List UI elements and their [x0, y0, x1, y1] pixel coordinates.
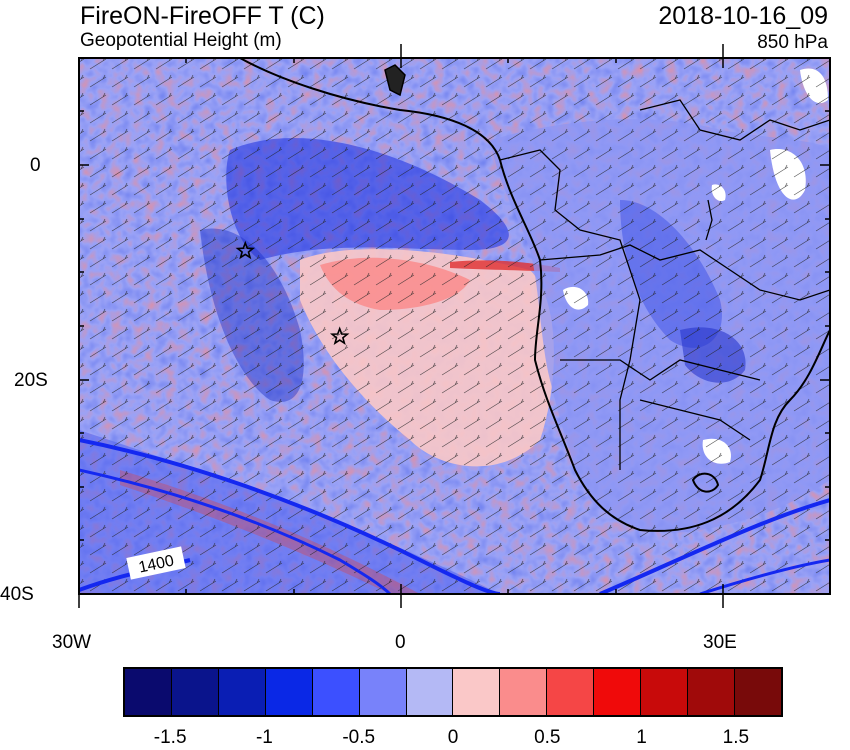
- colorbar-label: 0: [447, 727, 459, 748]
- colorbar: [123, 667, 783, 717]
- map-subtitle: Geopotential Height (m): [80, 30, 282, 51]
- colorbar-label: -1: [255, 727, 273, 748]
- pressure-level: 850 hPa: [757, 32, 828, 53]
- star-marker-2: [329, 326, 350, 346]
- colorbar-cell: [265, 669, 313, 715]
- colorbar-cell: [406, 669, 454, 715]
- colorbar-label: -1.5: [153, 727, 187, 748]
- colorbar-cell: [500, 669, 548, 715]
- colorbar-label: 0.5: [534, 727, 561, 748]
- axis-ticks: [78, 44, 830, 608]
- temperature-field: [79, 58, 830, 594]
- colorbar-label: 1.5: [722, 727, 750, 748]
- colorbar-cell: [359, 669, 407, 715]
- lon-tick-30w: 30W: [52, 632, 92, 653]
- map-date: 2018-10-16_09: [658, 2, 828, 30]
- colorbar-cell: [312, 669, 360, 715]
- lon-tick-30e: 30E: [703, 632, 737, 653]
- colorbar-cell: [171, 669, 219, 715]
- lat-tick-40s: 40S: [0, 584, 34, 605]
- colorbar-cell: [594, 669, 642, 715]
- colorbar-cell: [688, 669, 735, 715]
- colorbar-cell: [641, 669, 689, 715]
- star-marker-1: [235, 240, 256, 260]
- colorbar-label: 1: [636, 727, 647, 748]
- colorbar-label: -0.5: [342, 727, 376, 748]
- lon-tick-0: 0: [395, 632, 406, 653]
- lat-tick-0: 0: [30, 155, 41, 176]
- colorbar-cell: [218, 669, 266, 715]
- lat-tick-20s: 20S: [14, 370, 48, 391]
- colorbar-cell: [453, 669, 501, 715]
- colorbar-cell: [547, 669, 595, 715]
- map-title: FireON-FireOFF T (C): [80, 2, 325, 30]
- colorbar-cell: [734, 669, 781, 715]
- colorbar-cell: [125, 669, 172, 715]
- station-markers: [235, 240, 350, 346]
